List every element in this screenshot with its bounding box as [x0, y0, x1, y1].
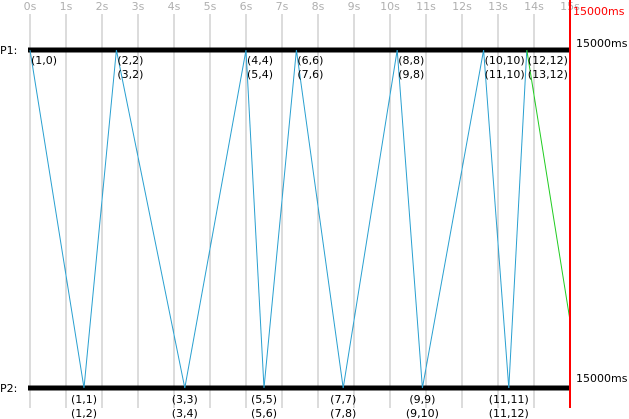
lamport-timestamp-label: (3,3) — [172, 393, 198, 406]
lamport-timestamp-label: (9,10) — [406, 407, 439, 419]
lamport-timestamp-label: (1,0) — [31, 54, 57, 67]
lamport-timestamp-label: (10,10) — [485, 54, 525, 67]
lamport-timestamp-label: (7,6) — [297, 68, 323, 81]
second-tick-label: 2s — [96, 0, 109, 13]
lamport-timestamp-label: (3,4) — [172, 407, 198, 419]
process-p1-label: P1: — [0, 44, 17, 57]
second-tick-label: 0s — [24, 0, 37, 13]
lamport-timestamp-label: (5,5) — [251, 393, 277, 406]
second-tick-labels: 0s1s2s3s4s5s6s7s8s9s10s11s12s13s14s15s — [24, 0, 580, 13]
second-tick-label: 13s — [488, 0, 508, 13]
second-tick-label: 1s — [60, 0, 73, 13]
message-arrow — [263, 49, 297, 389]
lamport-timestamp-label: (12,12) — [528, 54, 568, 67]
second-tick-label: 4s — [168, 0, 181, 13]
lamport-timestamp-label: (7,8) — [330, 407, 356, 419]
second-gridlines — [29, 14, 571, 408]
lamport-timestamp-label: (5,6) — [251, 407, 277, 419]
message-arrow — [342, 49, 398, 389]
second-tick-label: 3s — [132, 0, 145, 13]
second-tick-label: 7s — [276, 0, 289, 13]
message-arrow — [483, 49, 510, 389]
message-arrow — [83, 49, 117, 389]
message-arrow — [421, 49, 485, 389]
message-arrows — [29, 49, 571, 389]
lamport-timestamp-label: (9,9) — [409, 393, 435, 406]
lamport-timestamp-label: (11,12) — [489, 407, 529, 419]
message-arrow — [295, 49, 344, 389]
current-time-label: 15000ms — [573, 5, 625, 18]
lamport-timestamp-label: (5,4) — [247, 68, 273, 81]
lamport-timestamp-label: (1,2) — [71, 407, 97, 419]
message-arrow — [115, 49, 186, 389]
message-arrow — [508, 49, 528, 389]
lamport-timestamp-label: (7,7) — [330, 393, 356, 406]
second-tick-label: 9s — [348, 0, 361, 13]
lamport-timestamp-label: (9,8) — [398, 68, 424, 81]
second-tick-label: 10s — [380, 0, 400, 13]
second-tick-label: 5s — [204, 0, 217, 13]
process-p2-time-label: 15000ms — [576, 372, 628, 385]
lamport-timestamp-label: (8,8) — [398, 54, 424, 67]
message-arrow — [29, 49, 85, 389]
second-tick-label: 12s — [452, 0, 472, 13]
in-flight-message — [526, 49, 571, 321]
message-arrow — [245, 49, 265, 389]
lamport-timestamp-label: (13,12) — [528, 68, 568, 81]
process-p1-time-label: 15000ms — [576, 37, 628, 50]
lamport-timestamp-label: (1,1) — [71, 393, 97, 406]
second-tick-label: 11s — [416, 0, 436, 13]
message-arrow — [396, 49, 423, 389]
message-arrow — [184, 49, 247, 389]
lamport-timestamp-label: (2,2) — [117, 54, 143, 67]
lamport-timestamp-label: (11,10) — [485, 68, 525, 81]
second-tick-label: 14s — [524, 0, 544, 13]
lamport-timestamp-label: (6,6) — [297, 54, 323, 67]
process-p2-label: P2: — [0, 382, 17, 395]
second-tick-label: 8s — [312, 0, 325, 13]
lamport-timestamp-label: (11,11) — [489, 393, 529, 406]
lamport-timestamp-label: (3,2) — [117, 68, 143, 81]
event-labels: (1,0) (2,2)(3,2) (4,4)(5,4) (6,6)(7,6) (8,8)… — [31, 54, 568, 419]
second-tick-label: 6s — [240, 0, 253, 13]
lamport-timestamp-label: (4,4) — [247, 54, 273, 67]
